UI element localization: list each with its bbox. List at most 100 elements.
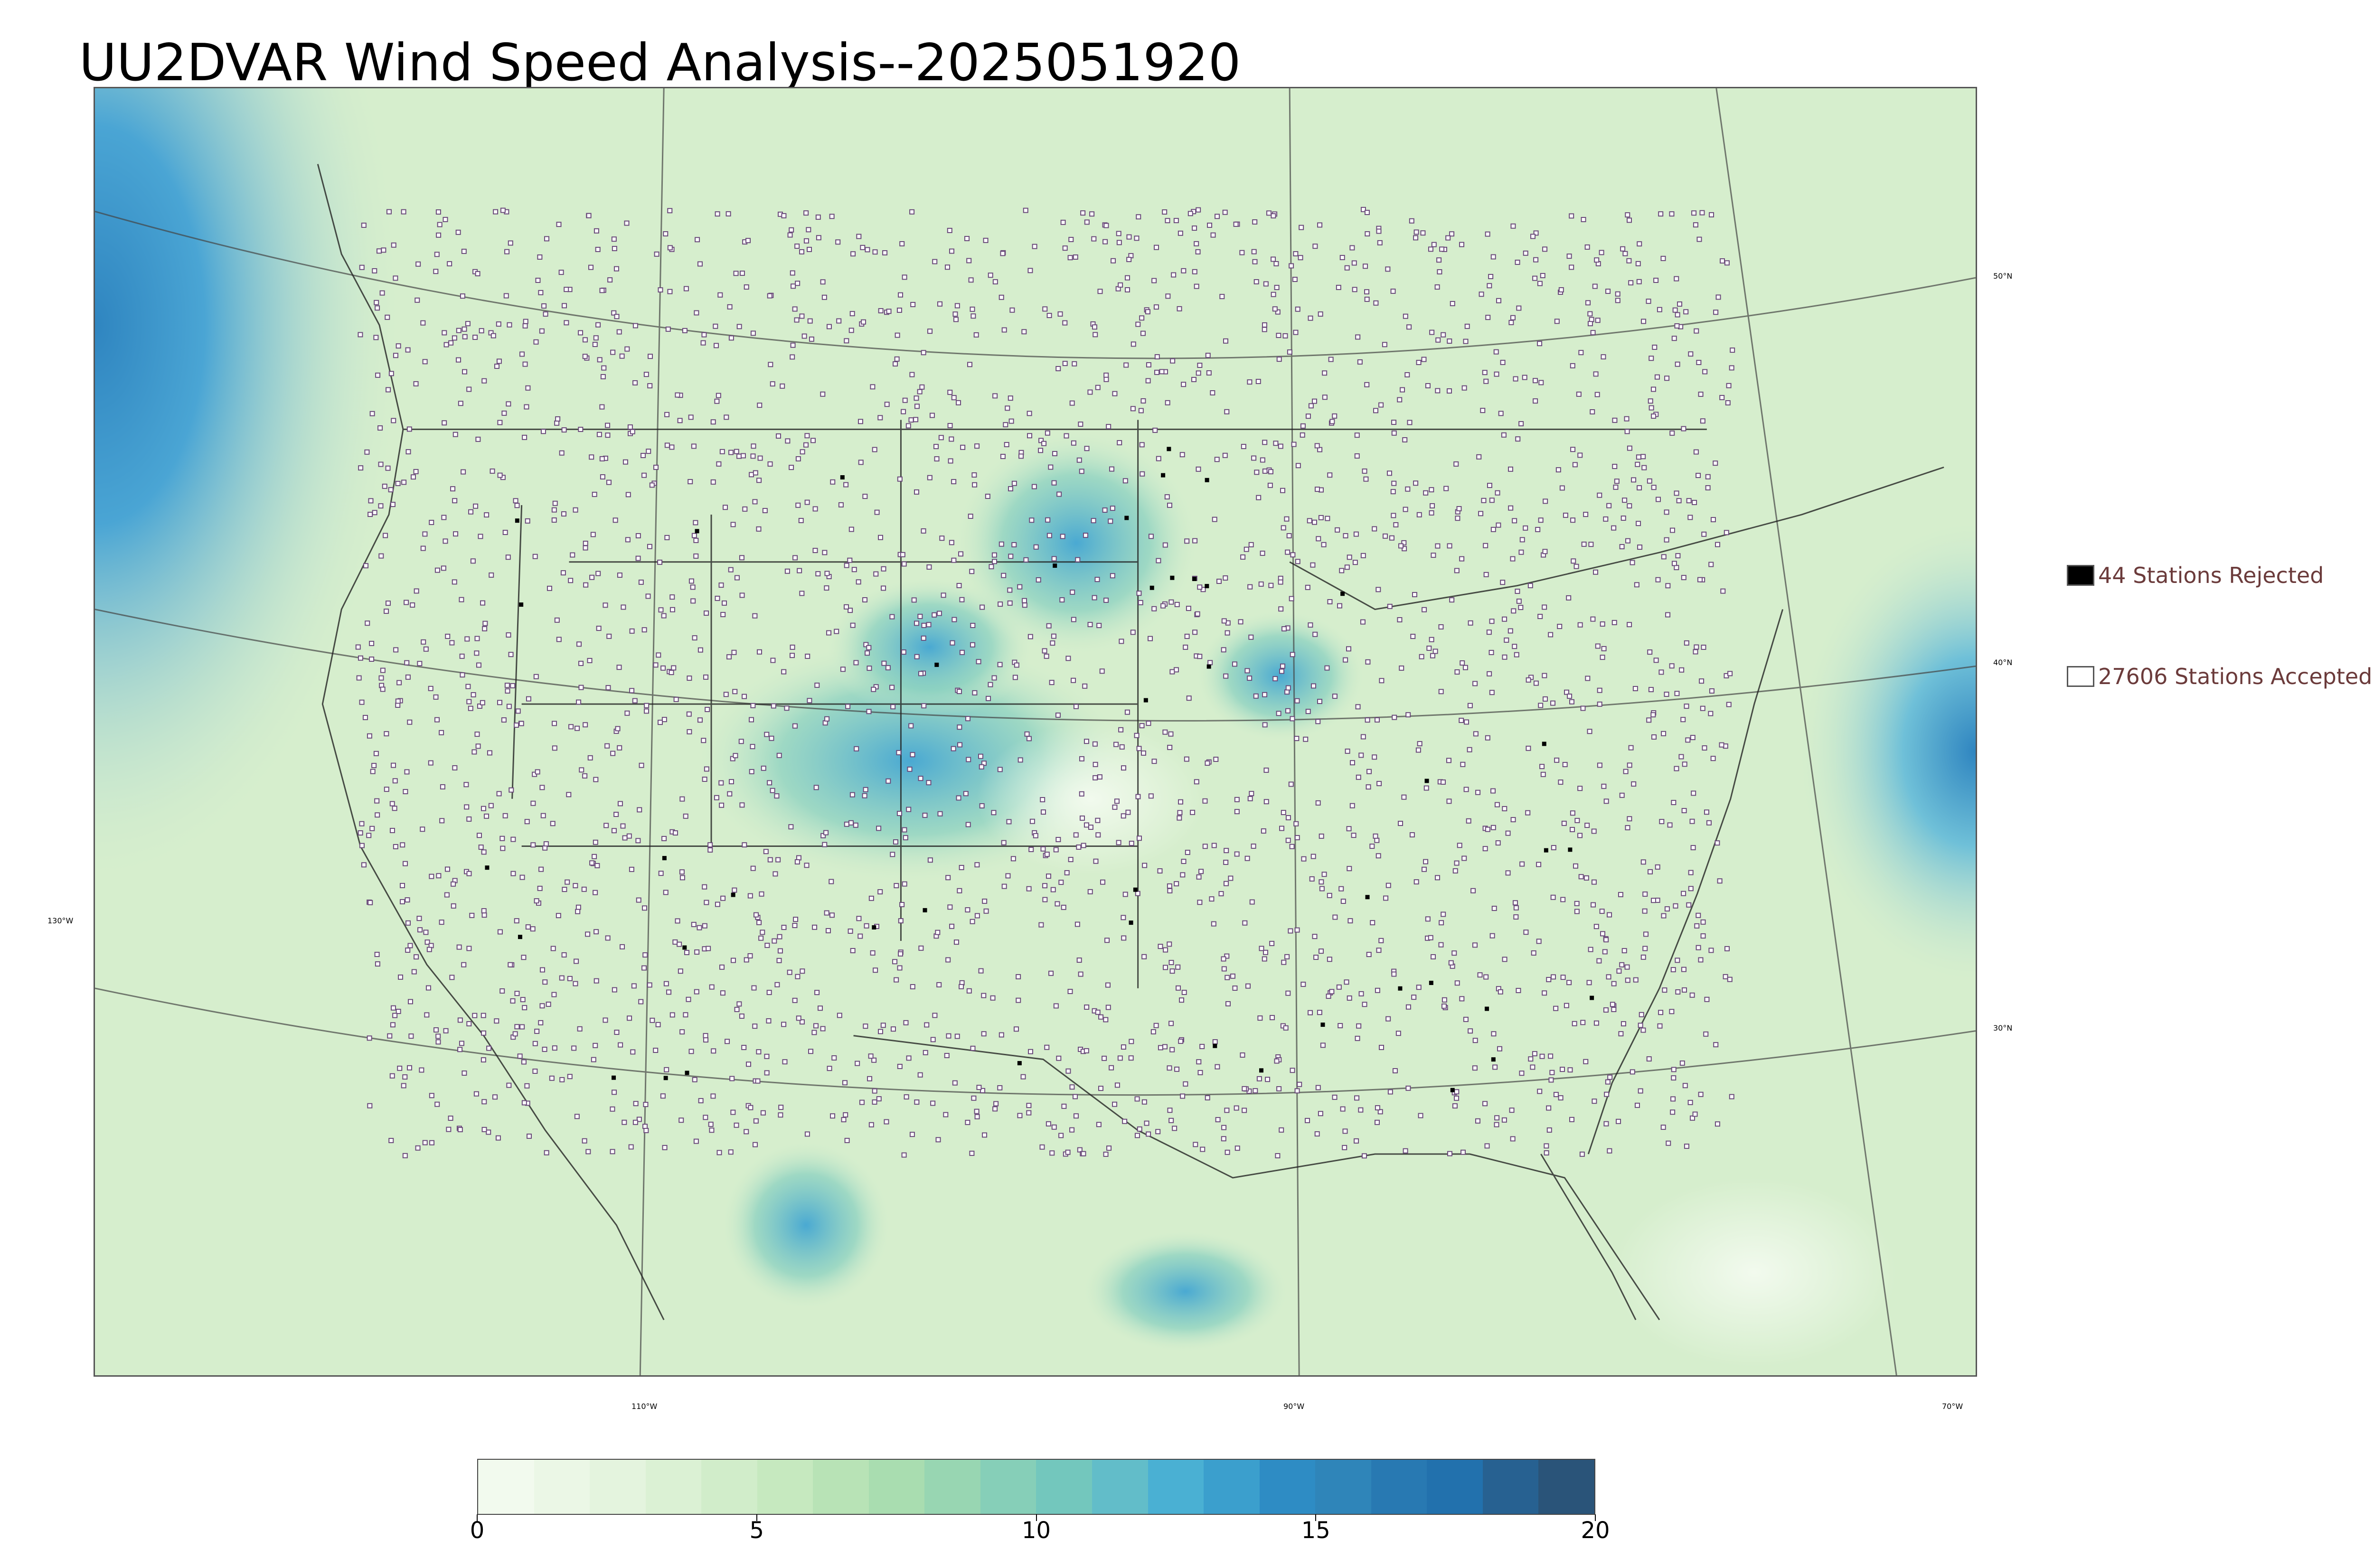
station-accepted-marker: [816, 235, 821, 241]
station-accepted-marker: [862, 597, 868, 603]
station-accepted-marker: [848, 820, 854, 826]
station-accepted-marker: [599, 404, 605, 410]
station-accepted-marker: [1510, 556, 1516, 562]
station-accepted-marker: [460, 672, 465, 678]
station-accepted-marker: [1684, 1144, 1689, 1149]
station-accepted-marker: [1106, 424, 1112, 430]
station-accepted-marker: [392, 778, 398, 784]
station-accepted-marker: [386, 209, 392, 215]
station-accepted-marker: [1650, 386, 1656, 392]
station-accepted-marker: [881, 566, 886, 572]
station-accepted-marker: [393, 647, 399, 653]
station-accepted-marker: [570, 552, 575, 558]
station-accepted-marker: [381, 247, 386, 253]
station-accepted-marker: [1699, 678, 1705, 684]
station-accepted-marker: [1251, 455, 1257, 461]
station-accepted-marker: [593, 890, 598, 895]
station-accepted-marker: [1315, 800, 1321, 806]
station-accepted-marker: [656, 652, 661, 658]
station-accepted-marker: [868, 895, 874, 901]
station-accepted-marker: [762, 508, 768, 514]
station-accepted-marker: [641, 627, 647, 633]
station-accepted-marker: [1578, 350, 1584, 356]
station-accepted-marker: [1262, 440, 1268, 445]
station-accepted-marker: [1048, 464, 1054, 470]
station-accepted-marker: [1392, 714, 1397, 720]
station-accepted-marker: [1238, 619, 1244, 625]
station-accepted-marker: [1616, 1118, 1621, 1124]
station-accepted-marker: [642, 952, 648, 958]
station-accepted-marker: [1023, 207, 1028, 213]
station-accepted-marker: [804, 499, 810, 505]
coastlines-and-borders: [317, 164, 1944, 1321]
station-accepted-marker: [1651, 734, 1657, 740]
station-accepted-marker: [1625, 977, 1630, 983]
station-accepted-marker: [860, 244, 866, 250]
station-accepted-marker: [1095, 817, 1101, 823]
station-accepted-marker: [1710, 756, 1716, 761]
station-accepted-marker: [1664, 691, 1669, 697]
station-accepted-marker: [979, 764, 984, 770]
station-accepted-marker: [1313, 955, 1319, 960]
station-accepted-marker: [1500, 359, 1506, 365]
station-accepted-marker: [1696, 945, 1701, 950]
station-accepted-marker: [526, 696, 531, 702]
station-accepted-marker: [562, 303, 567, 309]
station-accepted-marker: [425, 985, 431, 991]
station-accepted-marker: [1140, 471, 1145, 477]
station-accepted-marker: [496, 791, 502, 797]
station-accepted-marker: [1647, 649, 1653, 655]
station-accepted-marker: [973, 332, 979, 338]
station-accepted-marker: [1205, 353, 1211, 358]
station-accepted-marker: [1569, 213, 1574, 219]
station-accepted-marker: [465, 684, 471, 689]
station-accepted-marker: [881, 660, 887, 666]
station-accepted-marker: [369, 640, 375, 646]
station-accepted-marker: [439, 920, 444, 925]
station-accepted-marker: [1376, 781, 1382, 787]
station-accepted-marker: [1013, 1026, 1019, 1032]
station-accepted-marker: [932, 259, 938, 264]
station-accepted-marker: [471, 692, 476, 697]
station-accepted-marker: [807, 246, 812, 252]
station-accepted-marker: [909, 372, 915, 377]
station-accepted-marker: [1154, 369, 1160, 375]
station-rejected-marker: [1340, 592, 1345, 596]
station-accepted-marker: [1245, 983, 1251, 989]
station-accepted-marker: [658, 871, 664, 876]
station-accepted-marker: [959, 864, 964, 870]
station-accepted-marker: [922, 812, 928, 818]
station-accepted-marker: [1276, 333, 1281, 338]
station-accepted-marker: [974, 862, 980, 868]
station-accepted-marker: [1336, 984, 1342, 990]
station-accepted-marker: [1445, 235, 1451, 241]
station-accepted-marker: [1044, 653, 1049, 659]
station-accepted-marker: [578, 685, 584, 690]
station-accepted-marker: [596, 626, 602, 631]
station-accepted-marker: [1570, 517, 1576, 523]
station-accepted-marker: [374, 798, 380, 804]
wind-speed-map[interactable]: [94, 87, 1977, 1377]
station-accepted-marker: [1001, 573, 1007, 578]
station-accepted-marker: [540, 813, 546, 818]
station-accepted-marker: [378, 503, 384, 509]
station-accepted-marker: [1621, 948, 1627, 954]
station-accepted-marker: [1102, 1055, 1107, 1061]
station-accepted-marker: [1487, 671, 1492, 676]
station-accepted-marker: [1067, 989, 1073, 994]
station-accepted-marker: [1247, 676, 1253, 681]
station-accepted-marker: [605, 935, 611, 941]
station-accepted-marker: [1139, 442, 1145, 448]
station-accepted-marker: [1024, 731, 1030, 737]
station-rejected-marker: [1491, 1057, 1496, 1062]
station-accepted-marker: [1272, 306, 1278, 312]
station-accepted-marker: [1389, 535, 1394, 541]
station-accepted-marker: [1007, 587, 1013, 593]
station-accepted-marker: [635, 555, 641, 561]
station-rejected-marker: [1429, 980, 1433, 985]
station-accepted-marker: [1726, 383, 1732, 388]
station-accepted-marker: [1257, 1015, 1263, 1021]
station-accepted-marker: [1692, 1111, 1698, 1117]
station-accepted-marker: [910, 984, 915, 989]
station-accepted-marker: [1511, 608, 1517, 614]
